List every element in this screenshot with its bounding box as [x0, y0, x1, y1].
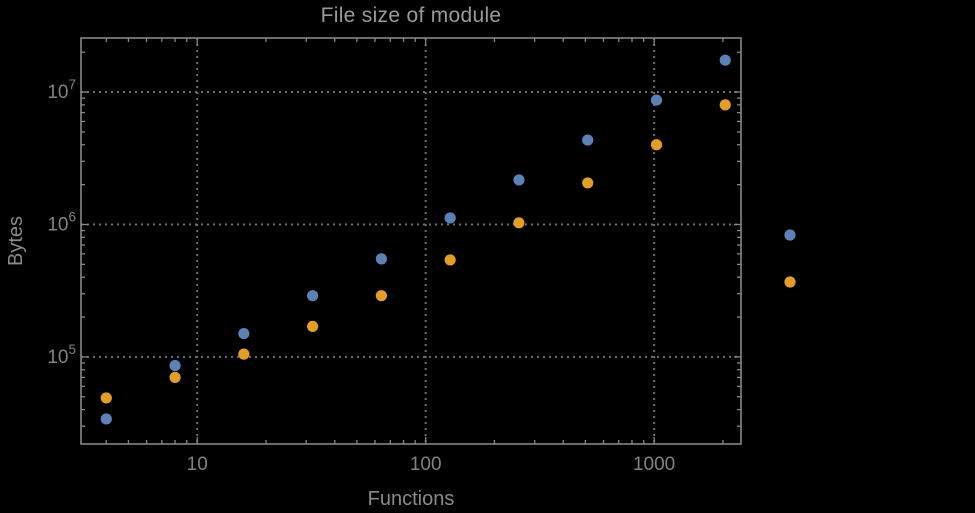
y-tick-label: 105: [47, 342, 76, 368]
data-point: [650, 139, 663, 151]
x-tick-label: 100: [410, 454, 442, 475]
data-point: [100, 413, 112, 425]
gridlines: [81, 38, 741, 444]
data-point: [513, 174, 525, 186]
data-point: [444, 212, 456, 224]
y-tick-label: 107: [47, 77, 76, 103]
axis-ticks: [81, 38, 741, 444]
data-point: [582, 134, 594, 146]
y-axis-label: Bytes: [5, 215, 27, 267]
data-point: [582, 177, 594, 189]
legend-marker: [784, 229, 796, 241]
data-point: [650, 94, 663, 106]
data-point: [375, 253, 387, 265]
y-tick-labels: 105 106 107: [47, 77, 76, 368]
data-point: [238, 327, 250, 340]
frame: [80, 37, 742, 445]
series-orange-points: [100, 99, 731, 404]
x-tick-label: 10: [187, 454, 208, 475]
chart-title: File size of module: [320, 4, 502, 27]
plot-frame: [80, 37, 742, 445]
x-axis-label: Functions: [367, 488, 455, 510]
data-point: [169, 359, 181, 372]
data-point: [719, 54, 731, 66]
data-point: [307, 290, 319, 302]
data-point: [513, 217, 525, 229]
data-point: [444, 254, 456, 266]
legend-marker: [784, 276, 796, 288]
data-point: [307, 320, 319, 333]
x-tick-label: 1000: [633, 454, 675, 475]
y-tick-label: 106: [47, 209, 76, 235]
data-point: [719, 99, 731, 111]
data-point: [169, 371, 181, 384]
series-blue-points: [100, 54, 731, 425]
data-point: [100, 392, 112, 404]
legend: [784, 229, 796, 288]
data-point: [375, 290, 387, 302]
data-point: [238, 348, 250, 360]
x-tick-labels: 10 100 1000: [187, 454, 676, 475]
